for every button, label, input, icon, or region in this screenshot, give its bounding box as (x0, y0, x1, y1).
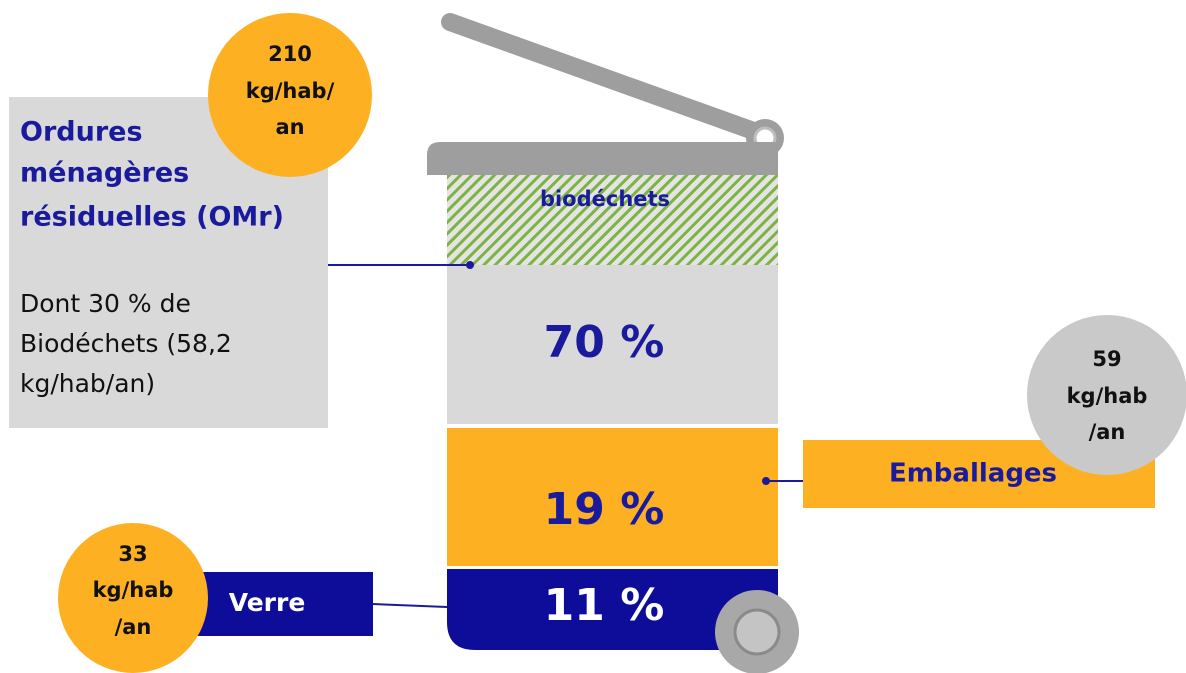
omr-title: ménagères (20, 158, 189, 189)
badge-text: an (275, 115, 304, 139)
omr-detail: Dont 30 % de (20, 289, 191, 318)
badge-text: kg/hab (1067, 384, 1148, 408)
omr-detail: Biodéchets (58,2 (20, 329, 232, 358)
badge-text: kg/hab (93, 578, 174, 602)
emballages-label: Emballages (889, 459, 1057, 489)
badge-text: /an (115, 615, 152, 639)
badge-text: /an (1089, 420, 1126, 444)
connector-dot (762, 477, 770, 485)
wheel-hub (735, 610, 779, 654)
omr-title: résiduelles (OMr) (20, 202, 284, 233)
badge-text: kg/hab/ (246, 79, 335, 103)
lid (450, 22, 762, 134)
omr-detail: kg/hab/an) (20, 369, 155, 398)
badge-text: 59 (1092, 347, 1121, 371)
badge-text: 210 (268, 42, 312, 66)
omr-title: Ordures (20, 117, 143, 148)
infographic: biodéchets 70 % 19 % 11 % Ordures ménagè… (0, 0, 1186, 673)
connector-dot (466, 261, 474, 269)
lid-rim (427, 142, 778, 175)
verre-label: Verre (229, 588, 306, 617)
connector (373, 604, 447, 607)
badge-text: 33 (118, 542, 147, 566)
segment-label: 70 % (544, 317, 665, 368)
segment-label: 11 % (544, 580, 665, 631)
segment-label: 19 % (544, 484, 665, 535)
biodechets-label: biodéchets (540, 187, 670, 211)
